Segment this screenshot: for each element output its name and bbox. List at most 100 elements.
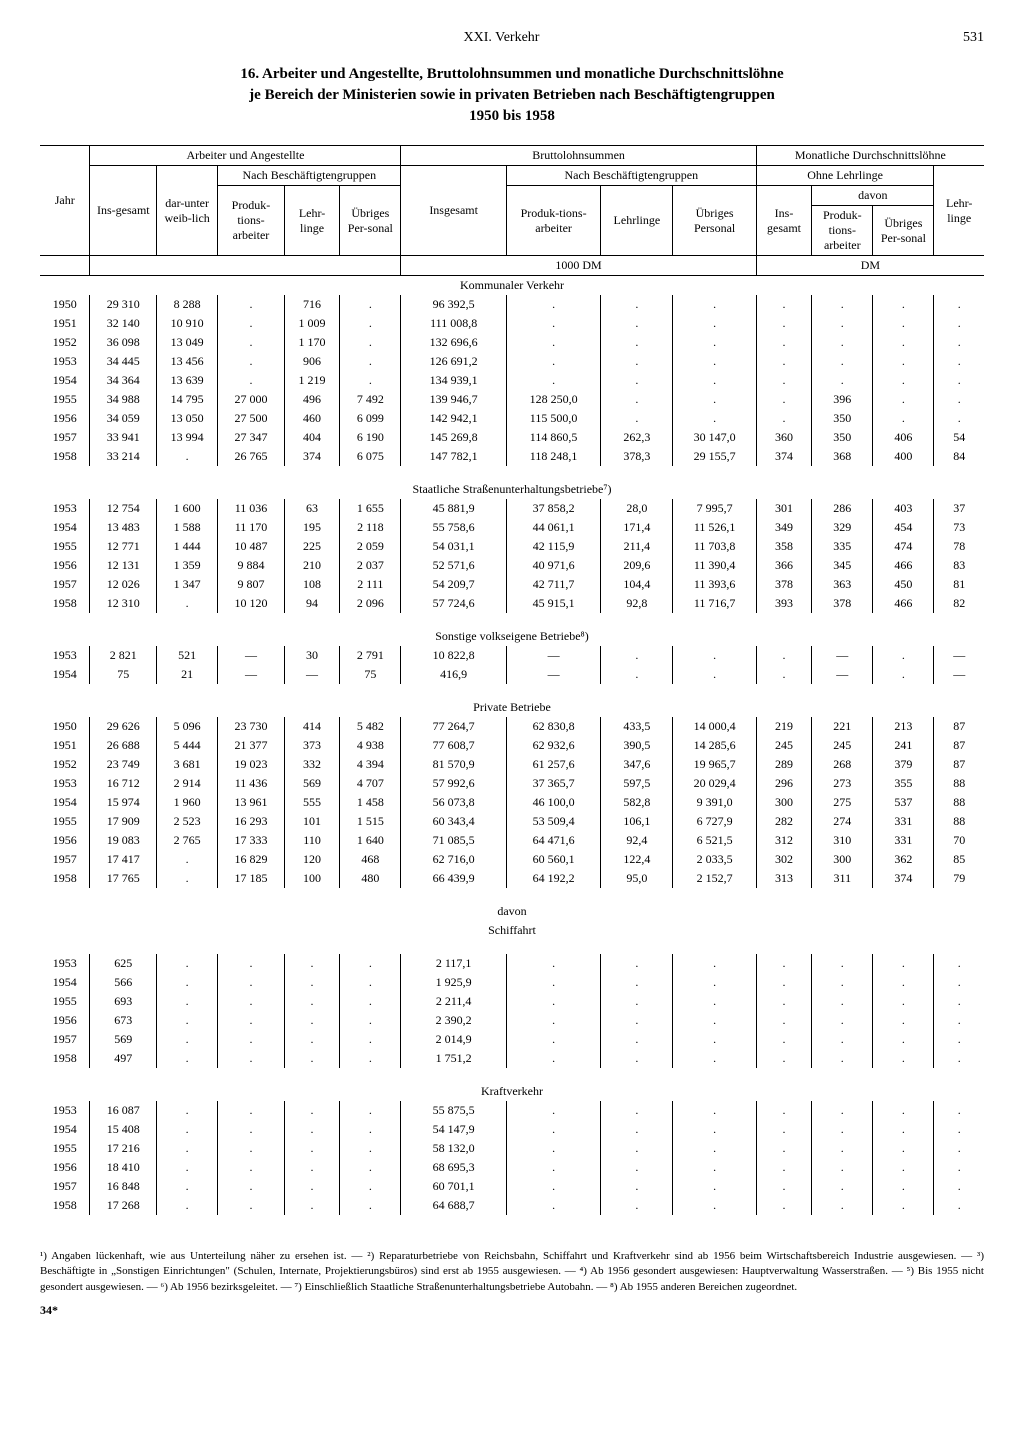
th-uebrig2: Übriges Personal: [673, 186, 756, 256]
table-cell: .: [157, 1120, 218, 1139]
table-cell: .: [601, 1049, 673, 1068]
table-cell: .: [873, 1101, 934, 1120]
table-cell: .: [218, 333, 285, 352]
table-cell: .: [601, 409, 673, 428]
table-cell: 13 483: [90, 518, 157, 537]
table-cell: .: [218, 973, 285, 992]
table-row: 195334 44513 456.906.126 691,2.......: [40, 352, 984, 371]
table-cell: .: [673, 1101, 756, 1120]
table-cell: .: [601, 314, 673, 333]
table-cell: .: [812, 992, 873, 1011]
table-cell: 414: [284, 717, 340, 736]
table-cell: .: [157, 1101, 218, 1120]
table-cell: 378: [756, 575, 812, 594]
section-title: Kommunaler Verkehr: [40, 276, 984, 296]
table-cell: 1954: [40, 518, 90, 537]
table-cell: 245: [756, 736, 812, 755]
table-cell: .: [157, 869, 218, 888]
section-subtitle: davon: [40, 902, 984, 921]
table-cell: 1958: [40, 1049, 90, 1068]
table-cell: 2 111: [340, 575, 401, 594]
table-cell: 331: [873, 831, 934, 850]
table-cell: .: [873, 1177, 934, 1196]
table-cell: 5 482: [340, 717, 401, 736]
table-cell: 497: [90, 1049, 157, 1068]
table-cell: 8 288: [157, 295, 218, 314]
table-cell: .: [157, 1196, 218, 1215]
table-cell: 11 703,8: [673, 537, 756, 556]
table-cell: 673: [90, 1011, 157, 1030]
table-cell: —: [284, 665, 340, 684]
table-cell: .: [812, 1177, 873, 1196]
table-cell: .: [284, 1177, 340, 1196]
table-cell: 2 914: [157, 774, 218, 793]
table-cell: 1952: [40, 755, 90, 774]
table-cell: .: [934, 333, 984, 352]
table-cell: .: [812, 314, 873, 333]
table-cell: 582,8: [601, 793, 673, 812]
table-cell: 21 377: [218, 736, 285, 755]
table-cell: .: [673, 1120, 756, 1139]
table-cell: 114 860,5: [506, 428, 600, 447]
table-cell: .: [601, 992, 673, 1011]
table-cell: 366: [756, 556, 812, 575]
table-cell: 5 096: [157, 717, 218, 736]
table-cell: 64 688,7: [401, 1196, 507, 1215]
table-cell: 75: [340, 665, 401, 684]
table-row: 1954566....1 925,9.......: [40, 973, 984, 992]
table-cell: 45 915,1: [506, 594, 600, 613]
table-cell: 374: [284, 447, 340, 466]
table-cell: .: [218, 992, 285, 1011]
table-cell: 213: [873, 717, 934, 736]
th-lehr2: Lehrlinge: [601, 186, 673, 256]
table-cell: .: [934, 1158, 984, 1177]
table-cell: 400: [873, 447, 934, 466]
table-cell: 1958: [40, 869, 90, 888]
table-cell: .: [873, 333, 934, 352]
table-cell: .: [756, 295, 812, 314]
table-row: 195612 1311 3599 8842102 03752 571,640 9…: [40, 556, 984, 575]
table-cell: .: [873, 314, 934, 333]
table-cell: 11 526,1: [673, 518, 756, 537]
table-cell: 2 014,9: [401, 1030, 507, 1049]
table-cell: 20 029,4: [673, 774, 756, 793]
table-row: 195817 765.17 18510048066 439,964 192,29…: [40, 869, 984, 888]
table-cell: 1 925,9: [401, 973, 507, 992]
th-prod3: Produk-tions-arbeiter: [812, 206, 873, 256]
table-cell: 92,8: [601, 594, 673, 613]
table-cell: 396: [812, 390, 873, 409]
table-cell: .: [756, 1120, 812, 1139]
table-cell: 1950: [40, 717, 90, 736]
table-cell: —: [934, 665, 984, 684]
table-cell: 16 087: [90, 1101, 157, 1120]
table-cell: 1955: [40, 537, 90, 556]
table-row: 1956673....2 390,2.......: [40, 1011, 984, 1030]
table-cell: 10 910: [157, 314, 218, 333]
table-cell: .: [601, 973, 673, 992]
table-cell: 27 500: [218, 409, 285, 428]
table-cell: 1 515: [340, 812, 401, 831]
section-title: Kraftverkehr: [40, 1082, 984, 1101]
table-cell: 45 881,9: [401, 499, 507, 518]
table-cell: 56 073,8: [401, 793, 507, 812]
unit-dm: DM: [756, 256, 984, 276]
table-cell: 14 000,4: [673, 717, 756, 736]
table-cell: 2 033,5: [673, 850, 756, 869]
table-cell: .: [506, 1049, 600, 1068]
th-prod1: Produk-tions-arbeiter: [218, 186, 285, 256]
table-cell: 374: [756, 447, 812, 466]
table-cell: 12 754: [90, 499, 157, 518]
table-row: 1953625....2 117,1.......: [40, 954, 984, 973]
table-cell: .: [673, 314, 756, 333]
table-cell: —: [812, 646, 873, 665]
table-cell: 1956: [40, 1011, 90, 1030]
table-cell: 37 365,7: [506, 774, 600, 793]
table-cell: .: [340, 1139, 401, 1158]
table-row: 195833 214.26 7653746 075147 782,1118 24…: [40, 447, 984, 466]
table-cell: 87: [934, 736, 984, 755]
table-cell: 26 765: [218, 447, 285, 466]
table-cell: .: [812, 1049, 873, 1068]
table-cell: 6 727,9: [673, 812, 756, 831]
table-cell: 34 364: [90, 371, 157, 390]
table-cell: 81 570,9: [401, 755, 507, 774]
